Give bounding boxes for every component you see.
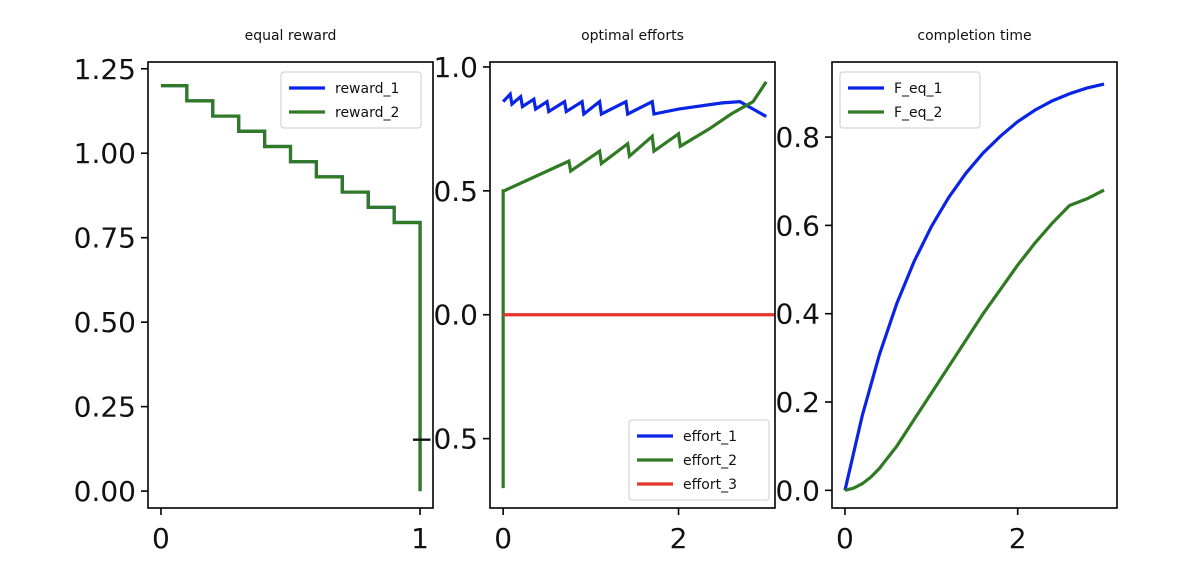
y-tick-label: 1.00 — [74, 137, 136, 170]
legend: F_eq_1 F_eq_2 — [839, 71, 981, 129]
y-tick-label: −0.5 — [410, 423, 478, 456]
y-tick-label: 0.2 — [775, 386, 820, 419]
y-tick-label: 0.4 — [775, 298, 820, 331]
series-line-reward-2 — [160, 84, 422, 492]
series-line-effort-1 — [501, 90, 768, 118]
y-tick-label: 1.0 — [433, 51, 478, 84]
x-tick-label: 0 — [152, 522, 170, 555]
y-tick-label: 0.00 — [74, 475, 136, 508]
legend-box — [280, 71, 422, 129]
y-tick-label: 0.25 — [74, 391, 136, 424]
y-tick-label: 1.25 — [74, 53, 136, 86]
chart-panel-1: equal reward 0.00 0.25 0.50 0.75 1.00 1.25 0 1 re… — [74, 28, 434, 555]
legend-box — [839, 71, 981, 129]
series-line-f-eq-1 — [843, 82, 1105, 491]
x-tick-label: 2 — [670, 522, 688, 555]
legend-label: effort_2 — [683, 453, 737, 469]
chart-title: optimal efforts — [581, 28, 684, 44]
chart-title: equal reward — [245, 28, 337, 44]
axes-frame — [831, 61, 1118, 509]
y-tick-label: 0.0 — [775, 474, 820, 507]
y-tick-label: 0.5 — [433, 175, 478, 208]
chart-panel-2: optimal efforts−0.50.00.51.00 2effort_1ef… — [410, 28, 776, 555]
legend-label: reward_2 — [335, 105, 399, 121]
series-line-f-eq-2 — [844, 188, 1105, 492]
legend-label: F_eq_2 — [894, 105, 942, 121]
legend-label: effort_3 — [683, 477, 737, 493]
x-tick-label: 2 — [1009, 522, 1027, 555]
x-tick-label: 0 — [494, 522, 512, 555]
x-tick-label: 0 — [836, 522, 854, 555]
y-tick-label: 0.75 — [74, 222, 136, 255]
axes-frame — [147, 61, 434, 509]
legend: reward_1 reward_2 — [280, 71, 422, 129]
series-line-effort-2 — [501, 80, 768, 489]
legend-label: reward_1 — [335, 81, 399, 97]
legend-label: F_eq_1 — [894, 81, 942, 97]
y-tick-label: 0.50 — [74, 306, 136, 339]
y-tick-label: 0.0 — [433, 299, 478, 332]
y-tick-label: 0.8 — [775, 121, 820, 154]
axes-frame — [489, 61, 776, 509]
legend-box — [628, 419, 770, 501]
x-tick-label: 1 — [411, 522, 429, 555]
legend: effort_1 effort_2 effort_3 — [628, 419, 770, 501]
chart-title: completion time — [917, 28, 1031, 44]
y-tick-label: 0.6 — [775, 209, 820, 242]
legend-label: effort_1 — [683, 429, 737, 445]
